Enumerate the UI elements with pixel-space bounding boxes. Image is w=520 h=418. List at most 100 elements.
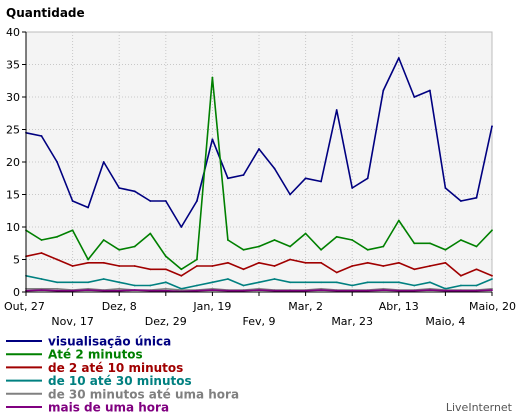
data-point xyxy=(335,271,338,274)
x-tick-label: Fev, 9 xyxy=(243,315,276,328)
data-point xyxy=(289,193,291,196)
data-point xyxy=(102,161,105,163)
data-point xyxy=(56,235,58,238)
data-point xyxy=(180,289,183,291)
x-tick-label: Jan, 19 xyxy=(192,300,231,313)
data-point xyxy=(180,287,183,290)
data-point xyxy=(56,258,58,261)
data-point xyxy=(491,229,493,232)
data-point xyxy=(164,268,167,271)
data-point xyxy=(149,200,152,202)
data-point xyxy=(382,287,385,290)
data-point xyxy=(40,239,43,241)
data-point xyxy=(242,268,245,271)
data-point xyxy=(491,274,493,277)
data-point xyxy=(258,281,260,284)
data-point xyxy=(227,278,229,280)
data-point xyxy=(444,261,447,264)
data-point xyxy=(211,76,214,79)
data-point xyxy=(460,289,462,292)
y-tick-label: 0 xyxy=(13,286,20,299)
data-point xyxy=(491,289,493,291)
data-point xyxy=(382,281,385,284)
data-point xyxy=(40,252,43,254)
data-point xyxy=(320,281,322,284)
data-point xyxy=(227,261,229,264)
data-point xyxy=(366,281,369,284)
data-point xyxy=(444,289,447,292)
data-point xyxy=(71,200,74,202)
data-point xyxy=(164,255,167,258)
data-point xyxy=(460,284,462,287)
data-point xyxy=(382,265,385,267)
data-point xyxy=(289,281,291,284)
data-point xyxy=(118,287,121,290)
y-axis-title: Quantidade xyxy=(6,6,85,20)
data-point xyxy=(242,248,245,251)
data-point xyxy=(397,261,400,264)
data-point xyxy=(351,265,354,267)
data-point xyxy=(273,167,276,170)
data-point xyxy=(413,284,416,287)
data-point xyxy=(273,289,276,292)
data-point xyxy=(258,287,260,290)
data-point xyxy=(335,109,338,111)
data-point xyxy=(180,274,183,277)
data-point xyxy=(289,258,291,261)
legend-label: visualisação única xyxy=(48,335,171,349)
data-point xyxy=(475,245,478,248)
x-tick-label: Maio, 20 xyxy=(469,300,516,313)
data-point xyxy=(71,289,74,292)
data-point xyxy=(196,265,198,267)
x-tick-label: Out, 27 xyxy=(4,300,45,313)
data-point xyxy=(87,289,89,291)
legend-label: de 2 até 10 minutos xyxy=(48,361,183,375)
data-point xyxy=(413,289,416,292)
data-point xyxy=(351,284,354,287)
data-point xyxy=(289,245,291,248)
x-tick-label: Abr, 13 xyxy=(379,300,419,313)
data-point xyxy=(397,219,400,222)
data-point xyxy=(366,261,369,264)
data-point xyxy=(475,289,478,292)
x-tick-label: Mar, 2 xyxy=(288,300,323,313)
data-point xyxy=(56,289,58,292)
data-point xyxy=(56,281,58,284)
data-point xyxy=(444,248,447,251)
data-point xyxy=(491,125,493,128)
data-point xyxy=(351,239,354,241)
x-tick-label: Nov, 17 xyxy=(51,315,93,328)
data-point xyxy=(102,289,105,292)
data-point xyxy=(413,96,416,98)
data-point xyxy=(196,200,198,202)
data-point xyxy=(211,287,214,290)
data-point xyxy=(320,289,322,291)
data-point xyxy=(429,242,431,245)
data-point xyxy=(56,287,58,290)
legend-label: de 10 até 30 minutos xyxy=(48,374,192,388)
data-point xyxy=(429,265,431,267)
data-point xyxy=(413,268,416,271)
data-point xyxy=(56,161,58,163)
data-point xyxy=(118,248,121,251)
data-point xyxy=(149,284,152,287)
data-point xyxy=(196,284,198,287)
legend-label: mais de uma hora xyxy=(48,401,169,415)
data-point xyxy=(382,245,385,248)
data-point xyxy=(366,289,369,292)
data-point xyxy=(382,289,385,291)
data-point xyxy=(87,258,89,261)
data-point xyxy=(102,239,105,241)
y-tick-label: 35 xyxy=(6,59,20,72)
data-point xyxy=(304,232,307,235)
data-point xyxy=(429,281,431,284)
data-point xyxy=(180,268,183,271)
data-point xyxy=(164,200,167,202)
data-point xyxy=(335,289,338,292)
data-point xyxy=(164,281,167,284)
data-point xyxy=(87,281,89,284)
data-point xyxy=(273,239,276,241)
data-point xyxy=(227,177,229,180)
